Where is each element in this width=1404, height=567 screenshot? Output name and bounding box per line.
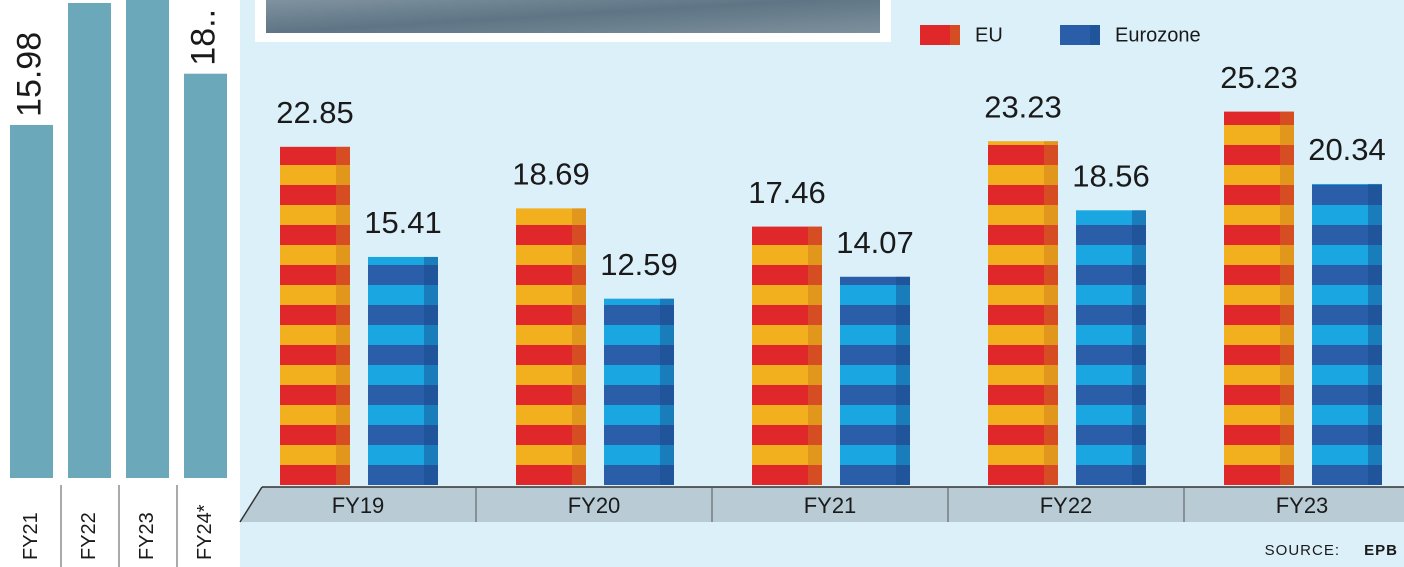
page: SOURCE: EPB 15.98 FY21 FY22 FY23 18.. FY24* FY… (0, 0, 1404, 567)
legend-swatch-edge (1090, 25, 1100, 45)
photo (266, 0, 880, 33)
value-label: 15.98 (10, 32, 48, 117)
legend-swatch-edge (950, 25, 960, 45)
x-tick-label: FY20 (568, 493, 621, 518)
bar-edge (336, 147, 350, 485)
x-tick-label: FY21 (804, 493, 857, 518)
bar (10, 125, 53, 478)
x-tick-label: FY23 (136, 512, 158, 560)
x-tick-label: FY22 (1040, 493, 1093, 518)
x-tick-label: FY22 (78, 512, 100, 560)
bar-edge (572, 208, 586, 485)
legend-label: EU (975, 24, 1003, 46)
x-tick-label: FY24* (194, 504, 216, 560)
value-label: 17.46 (748, 175, 826, 210)
value-label: 12.59 (600, 247, 678, 282)
value-label: 18.69 (512, 157, 590, 192)
bar-edge (1044, 141, 1058, 485)
bar-edge (1132, 210, 1146, 485)
bar-edge (808, 227, 822, 485)
value-label: 20.34 (1308, 132, 1386, 167)
value-label: 25.23 (1220, 60, 1298, 95)
legend-label: Eurozone (1115, 24, 1201, 46)
value-label: 14.07 (836, 225, 914, 260)
value-label: 15.41 (364, 205, 442, 240)
bar (126, 0, 169, 478)
x-tick-label: FY19 (332, 493, 385, 518)
value-label: 18.56 (1072, 158, 1150, 193)
bar-edge (660, 299, 674, 485)
value-label: 18.. (184, 9, 222, 66)
source-name: EPB (1364, 542, 1398, 559)
infographic: SOURCE: EPB 15.98 FY21 FY22 FY23 18.. FY24* FY… (0, 0, 1404, 567)
bar-edge (1368, 184, 1382, 485)
value-label: 22.85 (276, 95, 354, 130)
bar-edge (424, 257, 438, 485)
value-label: 23.23 (984, 89, 1062, 124)
bar-edge (896, 277, 910, 485)
source-label: SOURCE: (1265, 542, 1340, 559)
bar-edge (1280, 112, 1294, 485)
x-tick-label: FY23 (1276, 493, 1329, 518)
bar (68, 3, 111, 478)
x-tick-label: FY21 (20, 512, 42, 560)
bar (184, 74, 227, 478)
